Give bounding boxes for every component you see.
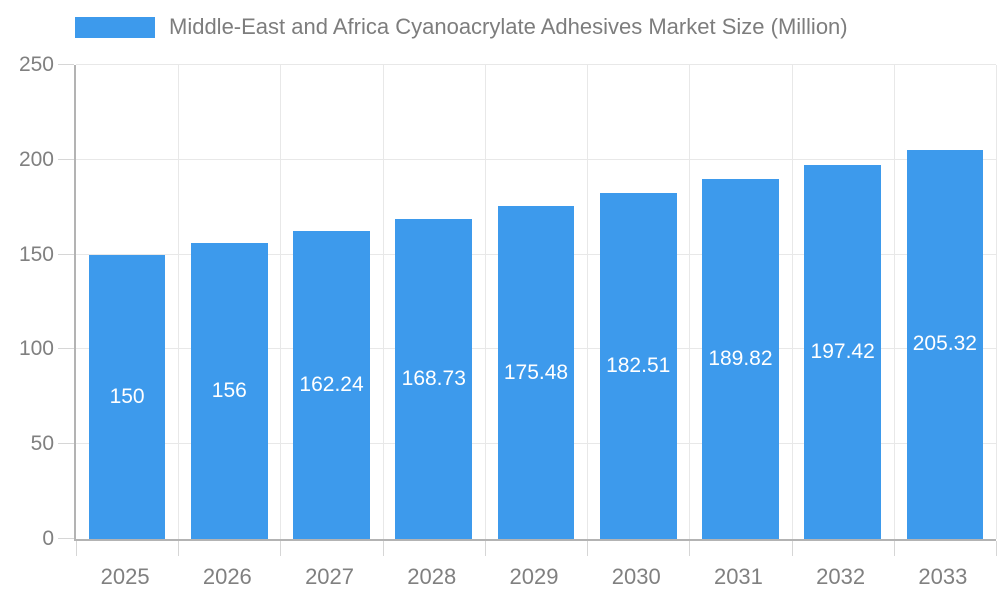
bar-value-label: 168.73	[401, 367, 466, 391]
bar-2028[interactable]: 168.73	[395, 219, 473, 539]
chart-title: Middle-East and Africa Cyanoacrylate Adh…	[169, 14, 848, 39]
x-tick-label: 2025	[100, 564, 150, 589]
gridline-horizontal	[76, 64, 996, 65]
y-tick-label: 0	[42, 527, 54, 550]
bar-value-label: 197.42	[810, 339, 875, 363]
gridline-vertical	[484, 65, 486, 539]
y-axis-tick	[58, 64, 74, 65]
y-axis-tick	[58, 158, 74, 160]
bar-2033[interactable]: 205.32	[906, 149, 984, 539]
y-axis-tick	[58, 443, 74, 445]
x-tick-label: 2029	[509, 564, 559, 589]
bar-2029[interactable]: 175.48	[497, 206, 575, 539]
x-axis-tick	[382, 541, 384, 556]
x-axis-tick	[893, 541, 895, 556]
bar-value-label: 150	[109, 384, 145, 408]
gridline-vertical	[587, 65, 589, 539]
bar-2032[interactable]: 197.42	[804, 164, 881, 539]
gridline-vertical	[689, 65, 691, 539]
y-tick-label: 50	[30, 432, 54, 456]
y-tick-label: 150	[18, 242, 54, 266]
x-axis-tick	[484, 541, 486, 556]
bar-value-label: 205.32	[912, 332, 977, 356]
gridline-horizontal	[76, 158, 996, 160]
bar-value-label: 156	[211, 379, 247, 403]
x-tick-label: 2030	[611, 564, 661, 589]
y-tick-label: 250	[18, 53, 54, 76]
x-tick-label: 2028	[407, 564, 457, 589]
gridline-vertical	[893, 65, 895, 539]
bar-2027[interactable]: 162.24	[293, 231, 370, 539]
x-axis-tick	[587, 541, 589, 556]
bar-value-label: 162.24	[299, 373, 364, 397]
y-tick-label: 100	[18, 337, 54, 361]
plot-area: 150 156 162.24 168.73 175.48 182.51 189.82 197.…	[58, 64, 997, 556]
gridline-vertical	[178, 65, 180, 539]
legend-item[interactable]: Middle-East and Africa Cyanoacrylate Adh…	[75, 14, 848, 40]
x-axis-tick	[791, 541, 793, 556]
gridline-vertical	[996, 65, 997, 539]
gridline-vertical	[382, 65, 384, 539]
y-axis-tick	[58, 253, 74, 255]
y-tick-label: 200	[18, 147, 54, 171]
bar-value-label: 182.51	[606, 353, 671, 377]
y-axis-tick	[58, 538, 74, 539]
x-tick-label: 2026	[202, 564, 252, 589]
x-axis-tick	[280, 541, 282, 556]
bar-value-label: 175.48	[503, 360, 569, 384]
bar-value-label: 189.82	[708, 347, 773, 371]
bar-2026[interactable]: 156	[191, 243, 268, 539]
y-axis-tick	[58, 348, 74, 350]
x-axis-labels: 2025 2026 2027 2028 2029 2030 2031 2032 2033	[74, 560, 994, 596]
x-axis-tick	[76, 541, 77, 556]
x-axis-tick	[178, 541, 180, 556]
x-tick-label: 2033	[918, 564, 968, 589]
gridline-vertical	[280, 65, 282, 539]
x-axis-tick	[996, 541, 997, 556]
x-tick-label: 2027	[305, 564, 355, 589]
gridline-vertical	[791, 65, 793, 539]
x-tick-label: 2032	[816, 564, 866, 589]
x-axis-tick	[689, 541, 691, 556]
bar-2025[interactable]: 150	[88, 254, 166, 539]
bar-2030[interactable]: 182.51	[599, 192, 677, 539]
x-tick-label: 2031	[713, 564, 763, 589]
y-axis-labels: 0 50 100 150 200 250	[0, 53, 54, 550]
bar-2031[interactable]: 189.82	[702, 179, 779, 539]
legend-swatch[interactable]	[75, 16, 155, 38]
